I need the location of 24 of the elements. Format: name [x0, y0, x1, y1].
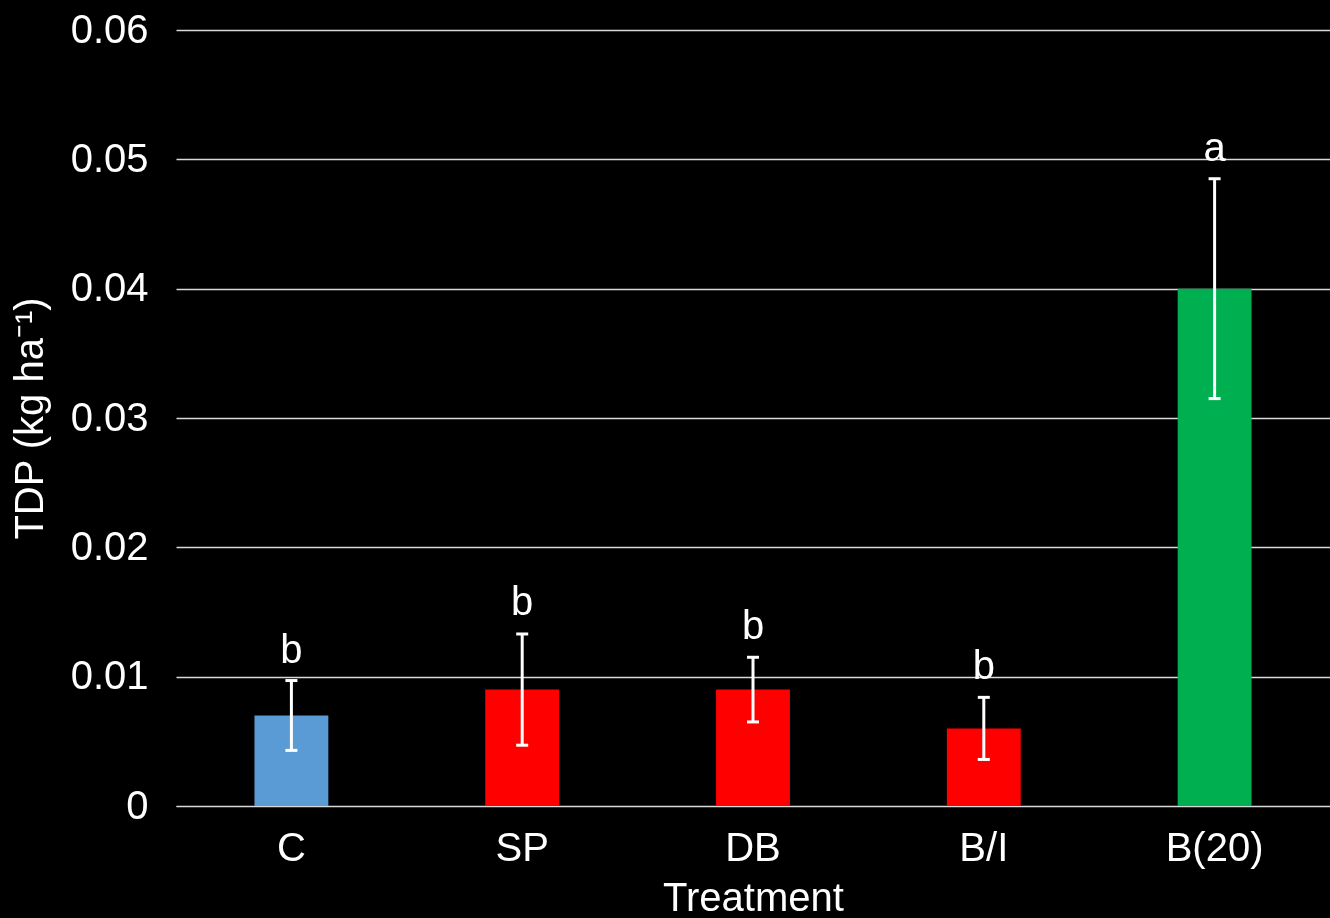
- annotation: b: [280, 626, 303, 671]
- annotation: b: [511, 578, 534, 623]
- annotation: a: [1203, 124, 1227, 169]
- x-tick-label: B(20): [1165, 824, 1264, 869]
- annotation: b: [741, 603, 765, 648]
- x-tick-label: DB: [725, 824, 781, 869]
- y-tick-label: 0.05: [70, 135, 149, 180]
- bar: [254, 715, 329, 806]
- y-tick-label: 0.04: [70, 265, 149, 310]
- y-axis-title: TDP (kg ha⁻¹): [6, 297, 51, 540]
- x-tick-label: SP: [495, 824, 549, 869]
- bar: [716, 689, 790, 806]
- bar: [1177, 288, 1252, 806]
- x-tick-label: C: [276, 824, 306, 869]
- y-tick-label: 0.01: [70, 653, 149, 698]
- annotation: b: [972, 643, 995, 688]
- x-axis-title: Treatment: [663, 874, 844, 918]
- y-tick-label: 0.03: [70, 394, 149, 439]
- bar: [485, 689, 560, 806]
- x-tick-label: B/I: [959, 824, 1009, 869]
- y-tick-label: 0: [126, 782, 149, 827]
- y-tick-label: 0.06: [70, 6, 149, 51]
- bar: [946, 728, 1021, 806]
- y-tick-label: 0.02: [70, 523, 149, 568]
